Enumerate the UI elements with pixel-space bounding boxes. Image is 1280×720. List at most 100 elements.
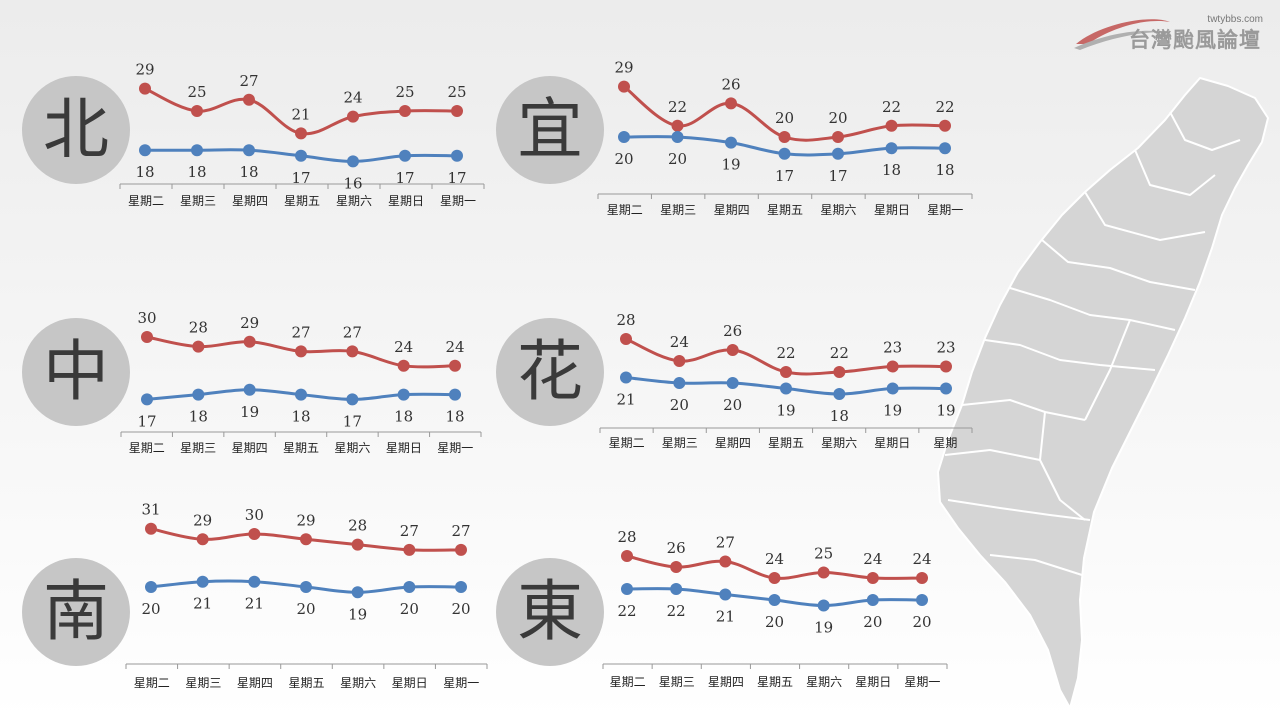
east-low-data-label: 22 — [667, 602, 686, 620]
east-low-data-label: 22 — [617, 602, 636, 620]
region-circle-south — [22, 558, 130, 666]
central-high-data-label: 29 — [240, 314, 259, 332]
hualien-tick-label: 星期日 — [874, 436, 910, 450]
yilan-high-point — [939, 119, 951, 132]
yilan-low-data-label: 18 — [935, 161, 954, 179]
yilan-tick-label: 星期三 — [660, 203, 696, 217]
east-high-data-label: 24 — [863, 550, 882, 568]
region-label-north: 北 — [43, 91, 109, 168]
south-high-point — [300, 533, 312, 546]
east-tick-label: 星期二 — [610, 675, 646, 689]
county-borders — [944, 111, 1241, 576]
east-high-point — [866, 572, 879, 584]
yilan-high-point — [832, 131, 844, 143]
yilan-low-point — [939, 142, 951, 155]
south-high-point — [196, 533, 209, 546]
central-high-data-label: 27 — [291, 323, 310, 341]
east-high-point — [621, 550, 633, 562]
yilan-low-point — [618, 131, 630, 143]
east-low-point — [719, 588, 732, 601]
central-low-point — [141, 393, 153, 406]
east-low-point — [817, 599, 830, 612]
hualien-high-data-label: 22 — [776, 344, 795, 362]
east-high-point — [817, 566, 830, 579]
region-label-east: 東 — [517, 573, 583, 650]
hualien-high-point — [673, 355, 686, 367]
hualien-tick-label: 星期六 — [821, 436, 857, 450]
north-high-point — [295, 127, 307, 140]
east-low-data-label: 20 — [765, 613, 784, 631]
hualien-low-point — [673, 377, 686, 389]
east-high-point — [670, 561, 683, 573]
central-tick-label: 星期六 — [334, 441, 370, 455]
south-high-data-label: 31 — [141, 501, 160, 519]
hualien-low-point — [940, 382, 952, 395]
east-low-data-label: 20 — [863, 613, 882, 631]
logo-name: 台灣颱風論壇 — [1129, 28, 1261, 52]
central-high-point — [397, 359, 410, 372]
south-tick-label: 星期三 — [185, 676, 221, 690]
south-low-point — [351, 586, 364, 599]
south-low-point — [248, 575, 261, 588]
north-tick-label: 星期四 — [232, 194, 268, 208]
yilan-high-data-label: 20 — [775, 109, 794, 127]
south-high-point — [455, 543, 467, 556]
north-high-data-label: 21 — [291, 105, 310, 123]
hualien-high-data-label: 22 — [830, 344, 849, 362]
north-tick-label: 星期五 — [284, 194, 320, 208]
yilan-high-data-label: 20 — [828, 109, 847, 127]
yilan-high-data-label: 22 — [935, 98, 954, 116]
south-low-data-label: 21 — [245, 595, 264, 613]
east-high-point — [719, 555, 732, 568]
region-label-south: 南 — [43, 573, 109, 650]
hualien-low-data-label: 20 — [670, 396, 689, 414]
south-low-data-label: 20 — [141, 600, 160, 618]
hualien-tick-label: 星期三 — [662, 436, 698, 450]
hualien-high-point — [833, 366, 846, 378]
yilan-low-data-label: 17 — [775, 167, 794, 185]
north-tick-label: 星期一 — [440, 194, 476, 208]
east-low-point — [670, 583, 683, 595]
central-low-data-label: 17 — [343, 412, 362, 430]
north-low-point — [347, 155, 359, 168]
region-label-central: 中 — [43, 333, 109, 410]
central-tick-label: 星期一 — [437, 441, 473, 455]
hualien-low-point — [886, 382, 899, 395]
south-high-data-label: 30 — [245, 506, 264, 524]
north-high-data-label: 25 — [187, 83, 206, 101]
central-low-point — [449, 388, 461, 401]
hualien-high-data-label: 23 — [883, 339, 902, 357]
central-tick-label: 星期三 — [180, 441, 216, 455]
hualien-low-data-label: 18 — [830, 407, 849, 425]
south-high-data-label: 27 — [451, 522, 470, 540]
south-tick-label: 星期五 — [288, 676, 324, 690]
central-tick-label: 星期五 — [283, 441, 319, 455]
south-low-point — [300, 581, 312, 593]
yilan-high-data-label: 22 — [882, 98, 901, 116]
central-low-data-label: 18 — [189, 408, 208, 426]
south-tick-label: 星期日 — [392, 676, 428, 690]
south-high-data-label: 29 — [193, 511, 212, 529]
hualien-low-point — [620, 371, 632, 384]
hualien-high-data-label: 28 — [616, 311, 635, 329]
hualien-low-data-label: 19 — [936, 402, 955, 420]
central-low-point — [346, 393, 359, 406]
south-low-data-label: 20 — [451, 600, 470, 618]
north-high-point — [451, 105, 463, 117]
north-tick-label: 星期二 — [128, 194, 164, 208]
south-low-data-label: 21 — [193, 595, 212, 613]
region-label-hualien: 花 — [517, 333, 583, 410]
yilan-tick-label: 星期四 — [714, 203, 750, 217]
north-high-point — [243, 93, 255, 106]
yilan-low-data-label: 17 — [828, 167, 847, 185]
hualien-tick-label: 星期四 — [715, 436, 751, 450]
yilan-low-point — [725, 136, 737, 149]
central-high-point — [192, 340, 205, 353]
north-high-point — [347, 110, 359, 123]
east-low-point — [621, 583, 633, 595]
yilan-high-point — [618, 80, 630, 93]
north-high-point — [191, 105, 203, 117]
east-high-point — [768, 572, 781, 584]
